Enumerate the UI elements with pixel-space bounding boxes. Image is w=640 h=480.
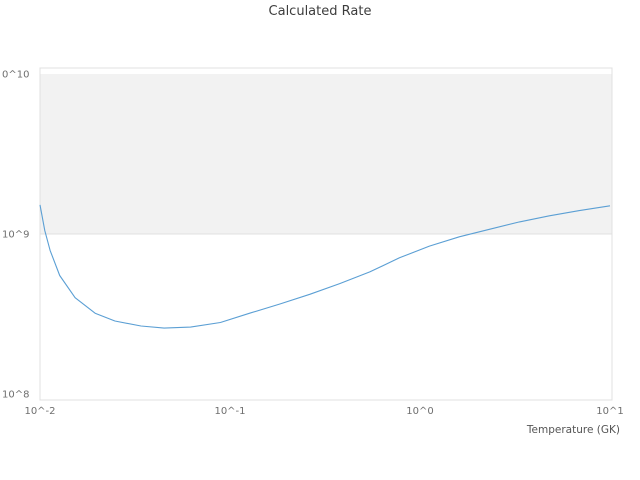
chart-title: Calculated Rate [268, 4, 372, 19]
y-tick-label: 10^9 [2, 230, 29, 241]
series-line [39, 204, 611, 329]
decade-band [40, 74, 612, 235]
x-tick-label: 10^0 [406, 406, 433, 417]
y-tick-label: 10^8 [2, 390, 29, 401]
rate-line [39, 204, 611, 329]
x-tick-label: 10^-2 [24, 406, 55, 417]
y-tick-label: 0^10 [2, 70, 29, 81]
band-rect [40, 74, 612, 234]
plot-frame [39, 67, 613, 401]
x-tick-label: 10^-1 [214, 406, 245, 417]
x-tick-label: 10^1 [596, 406, 623, 417]
x-axis-label: Temperature (GK) [526, 424, 620, 436]
tick-labels: 10^-2 10^-1 10^0 10^1 10^8 10^9 0^10 [2, 70, 624, 418]
